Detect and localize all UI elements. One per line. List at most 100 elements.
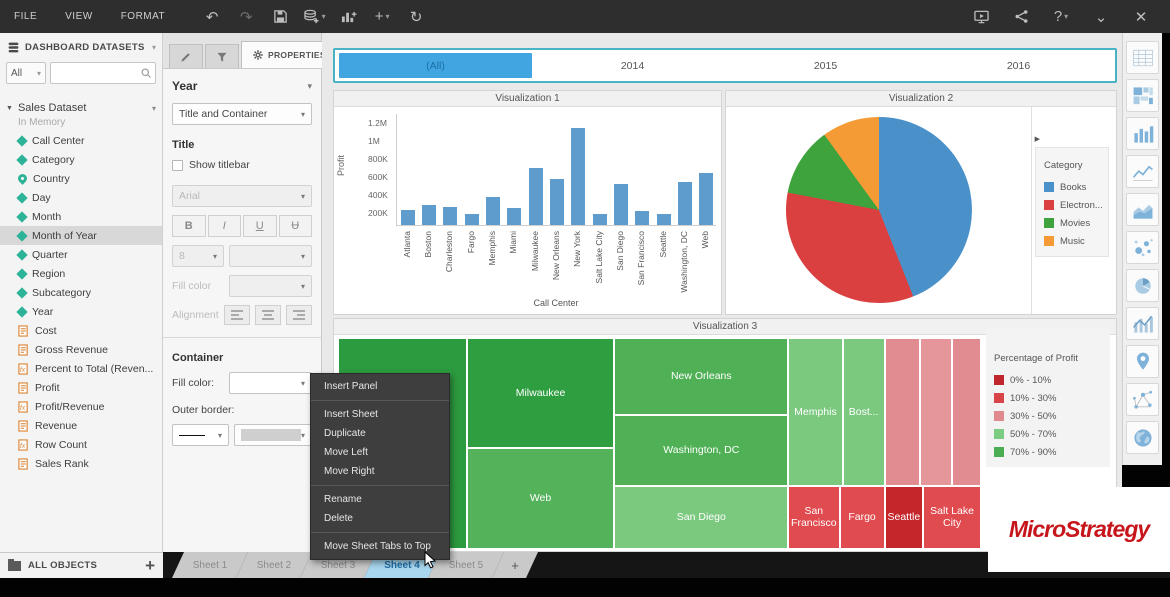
visualization-3[interactable]: Visualization 3 Milwaukee Web New Orleans W… [333,318,1117,552]
dataset-item-month[interactable]: Month [0,207,162,226]
bar-seattle[interactable] [656,214,671,225]
bar-miami[interactable] [507,208,522,225]
align-right-button[interactable] [285,305,312,325]
sheet-tab-sheet-1[interactable]: Sheet 1 [172,552,248,578]
refresh-icon[interactable]: ↻ [409,8,423,26]
menu-view[interactable]: VIEW [65,11,93,22]
dataset-item-sales-rank[interactable]: Sales Rank [0,454,162,473]
border-color-dropdown[interactable]: ▾ [233,424,312,446]
treemap-cell-seattle[interactable]: Seattle [884,485,924,549]
selected-object-row[interactable]: Year ▾ [172,79,312,93]
share-icon[interactable] [1006,4,1036,30]
treemap-cell-web[interactable]: Web [466,447,615,549]
line-chart-icon[interactable] [1126,155,1159,188]
dataset-item-gross-revenue[interactable]: Gross Revenue [0,340,162,359]
visualization-2[interactable]: Visualization 2 ▶ Category Books Electron… [725,90,1117,315]
legend-entry-0-10-[interactable]: 0% - 10% [994,371,1102,389]
bar-charleston[interactable] [443,207,458,225]
pie-graphic[interactable] [786,117,972,303]
dataset-search[interactable] [50,62,156,84]
font-dropdown[interactable]: Arial ▾ [172,185,312,207]
treemap-cell-bost-[interactable]: Bost... [842,338,885,486]
help-icon[interactable]: ? ▾ [1053,8,1069,25]
search-input[interactable] [54,67,140,79]
present-icon[interactable] [966,4,996,30]
treemap-cell[interactable] [884,338,920,486]
dataset-item-revenue[interactable]: Revenue [0,416,162,435]
bar-memphis[interactable] [486,197,500,225]
bold-button[interactable]: B [172,215,206,237]
context-menu-item-move-right[interactable]: Move Right [324,466,375,477]
legend-entry-electron-[interactable]: Electron... [1044,196,1103,214]
combo-chart-icon[interactable] [1126,307,1159,340]
chevron-down-icon[interactable]: ▾ [151,103,156,113]
treemap-cell-new-orleans[interactable]: New Orleans [614,338,789,415]
undo-icon[interactable]: ↶ [205,8,219,26]
object-type-dropdown[interactable]: All ▾ [6,62,46,84]
year-filter-all[interactable]: (All) [339,53,532,78]
heatmap-grid-icon[interactable] [1126,79,1159,112]
bar-san-francisco[interactable] [635,211,650,225]
globe-icon[interactable] [1126,421,1159,454]
font-color-dropdown[interactable]: ▾ [229,245,312,267]
chevron-down-icon[interactable]: ▾ [307,80,312,91]
show-titlebar-row[interactable]: Show titlebar [172,159,312,171]
treemap-cell-washington-dc[interactable]: Washington, DC [614,415,789,486]
context-menu-item-insert-panel[interactable]: Insert Panel [324,381,378,392]
bar-fargo[interactable] [464,214,479,225]
context-menu-item-delete[interactable]: Delete [324,513,353,524]
treemap-cell-fargo[interactable]: Fargo [839,485,885,549]
dataset-item-profit[interactable]: Profit [0,378,162,397]
bar-new-york[interactable] [571,128,586,225]
legend-entry-30-50-[interactable]: 30% - 50% [994,407,1102,425]
treemap-cell-memphis[interactable]: Memphis [788,338,843,486]
bar-new-orleans[interactable] [550,179,564,225]
border-style-dropdown[interactable]: ▾ [172,424,229,446]
pie-chart-icon[interactable] [1126,269,1159,302]
context-menu-item-duplicate[interactable]: Duplicate [324,428,366,439]
visualization-1[interactable]: Visualization 1 Profit 200K 400K 600K 800K 1… [333,90,722,315]
legend-entry-10-30-[interactable]: 10% - 30% [994,389,1102,407]
collapse-icon[interactable]: ⌄ [1094,8,1108,26]
properties-tab[interactable]: PROPERTIES [241,41,337,68]
bar-web[interactable] [699,173,714,225]
dataset-root[interactable]: ▼ Sales Dataset ▾ [0,100,162,116]
legend-entry-50-70-[interactable]: 50% - 70% [994,425,1102,443]
bar-atlanta[interactable] [400,210,415,225]
year-filter-2014[interactable]: 2014 [620,59,645,72]
dataset-item-row-count[interactable]: fx Row Count [0,435,162,454]
chevron-down-icon[interactable]: ▾ [151,43,156,52]
italic-button[interactable]: I [207,215,241,237]
treemap-cell-san-francisco[interactable]: San Francisco [788,485,840,549]
bar-boston[interactable] [422,205,436,225]
bar-salt-lake-city[interactable] [592,214,607,225]
menu-format[interactable]: FORMAT [120,11,166,22]
add-object-button[interactable]: + [145,555,155,575]
align-left-button[interactable] [223,305,250,325]
dataset-item-percent-to-total-reven-[interactable]: fx Percent to Total (Reven... [0,359,162,378]
treemap-cell[interactable] [919,338,953,486]
dataset-item-category[interactable]: Category [0,150,162,169]
insert-icon[interactable]: + ▾ [374,8,390,25]
strikethrough-button[interactable]: Ʉ [278,215,312,237]
dataset-item-quarter[interactable]: Quarter [0,245,162,264]
dataset-item-day[interactable]: Day [0,188,162,207]
dataset-item-subcategory[interactable]: Subcategory [0,283,162,302]
map-icon[interactable] [1126,345,1159,378]
dataset-item-cost[interactable]: Cost [0,321,162,340]
context-menu-item-move-left[interactable]: Move Left [324,447,368,458]
show-titlebar-checkbox[interactable] [172,159,183,171]
format-tab[interactable] [169,44,203,68]
bar-san-diego[interactable] [614,184,628,225]
sheet-tab-sheet-2[interactable]: Sheet 2 [236,552,312,578]
context-menu-item-rename[interactable]: Rename [324,494,362,505]
font-size-dropdown[interactable]: 8 ▾ [172,245,224,267]
redo-icon[interactable]: ↷ [239,8,253,26]
save-icon[interactable] [265,4,295,30]
container-fill-dropdown[interactable]: ▾ [229,372,312,394]
legend-entry-books[interactable]: Books [1044,178,1100,196]
legend-collapse-icon[interactable]: ▶ [1034,136,1040,143]
context-menu-item-insert-sheet[interactable]: Insert Sheet [324,409,378,420]
treemap-cell-milwaukee[interactable]: Milwaukee [466,338,615,448]
underline-button[interactable]: U [243,215,277,237]
